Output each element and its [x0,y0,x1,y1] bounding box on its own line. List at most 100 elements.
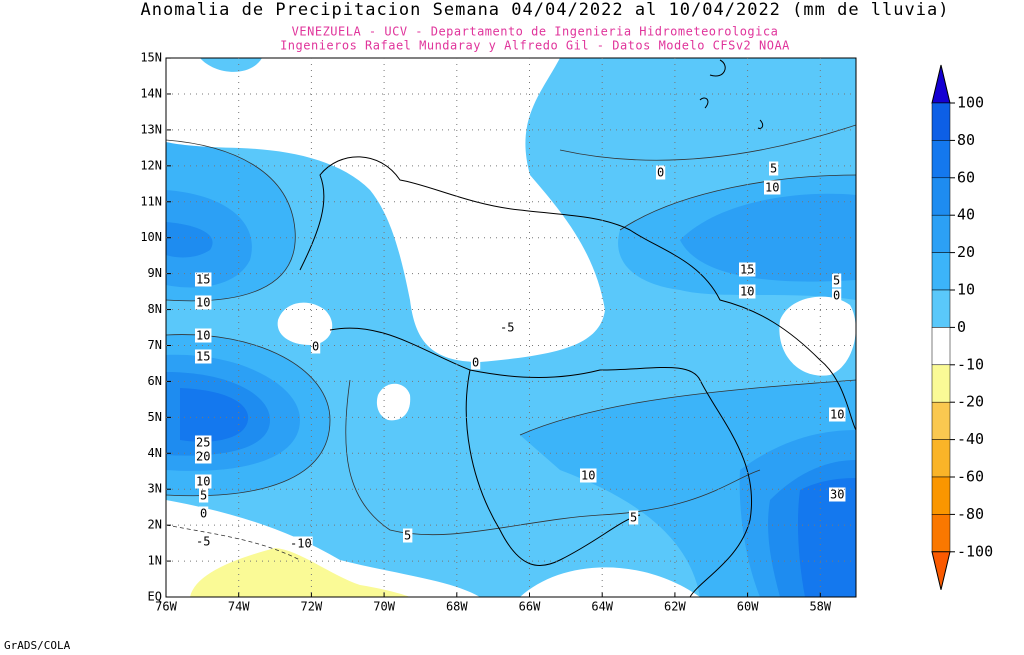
colorbar-label: -100 [957,542,993,560]
label-box [195,534,212,549]
colorbar-arrow [931,551,951,590]
contour-label: 15 [196,350,210,364]
contour-label: 5 [404,529,411,543]
contour-label: 10 [196,296,210,310]
colorbar-label: 40 [957,206,975,224]
lat-label: 10N [140,230,162,244]
lat-label: 5N [148,410,162,424]
lon-label: 66W [519,600,541,614]
label-box [832,273,842,288]
subtitle: VENEZUELA - UCV - Departamento de Ingeni… [292,25,779,39]
map-frame [165,57,857,598]
colorbar-bin [931,102,951,141]
contour-label: 20 [196,450,210,464]
colorbar-label: 10 [957,281,975,299]
footer: GrADS/COLA [4,639,71,652]
contour-label: 10 [196,475,210,489]
lat-label: 1N [148,554,162,568]
colorbar-label: -10 [957,355,984,373]
subtitle: Ingenieros Rafael Mundaray y Alfredo Gil… [280,39,790,53]
label-box [629,510,639,525]
contour-label: 10 [765,181,779,195]
lat-label: EQ [148,590,162,604]
colorbar-label: -60 [957,468,984,486]
lon-label: 60W [737,600,759,614]
title: Anomalia de Precipitacion Semana 04/04/2… [141,0,950,20]
contour-label: 0 [657,166,664,180]
contour-label: 0 [312,340,319,354]
colorbar-label: 0 [957,318,966,336]
contour-label: 5 [770,162,777,176]
contour-label: -5 [196,535,210,549]
colorbar-bin [931,401,951,440]
colorbar-label: 60 [957,168,975,186]
colorbar-bin [931,514,951,553]
lat-label: 15N [140,51,162,65]
contour-label: 5 [200,489,207,503]
contour-label: 15 [196,273,210,287]
lat-label: 3N [148,482,162,496]
label-box [764,180,781,195]
lon-label: 58W [809,600,831,614]
contour-label: 5 [833,274,840,288]
colorbar-label: 100 [957,94,984,112]
lat-label: 8N [148,302,162,316]
contour-label: 0 [472,356,479,370]
label-box [195,328,212,343]
contour-label: 0 [200,507,207,521]
label-box [195,474,212,489]
contour-label: 10 [740,285,754,299]
colorbar-bin [931,252,951,291]
lon-label: 76W [155,600,177,614]
colorbar-label: -40 [957,430,984,448]
lat-label: 9N [148,266,162,280]
contour-label: 15 [740,263,754,277]
label-box [199,488,209,503]
contour-label: -10 [290,537,312,551]
colorbar-bin [931,327,951,366]
colorbar-arrow [931,64,951,104]
lon-label: 68W [446,600,468,614]
label-box [195,449,212,464]
label-box [832,288,842,303]
colorbar-label: 80 [957,131,975,149]
label-box [829,407,846,422]
label-box [195,295,212,310]
colorbar-bin [931,364,951,403]
label-box [311,339,321,354]
colorbar-bin [931,289,951,328]
lat-label: 12N [140,158,162,172]
colorbar-bin [931,140,951,179]
colorbar-label: -20 [957,393,984,411]
lon-label: 70W [373,600,395,614]
lon-label: 62W [664,600,686,614]
label-box [195,435,212,450]
contour-labels: 0 5 10 15 10 10 15 25 20 10 5 0 -5 -10 0… [195,161,846,551]
label-box [471,355,481,370]
label-box [195,349,212,364]
label-box [739,262,756,277]
colorbar-label: -80 [957,505,984,523]
lat-label: 13N [140,122,162,136]
colorbar-bin [931,439,951,478]
contour-label: 0 [833,289,840,303]
label-box [199,506,209,521]
contour-label: -5 [500,321,514,335]
lat-label: 7N [148,338,162,352]
lon-label: 64W [591,600,613,614]
contour-label: 30 [830,488,844,502]
label-box [769,161,779,176]
contour-label: 25 [196,436,210,450]
label-box [656,165,666,180]
label-box [195,272,212,287]
colorbar-bin [931,476,951,515]
colorbar-label: 20 [957,243,975,261]
lat-label: 11N [140,194,162,208]
lat-label: 4N [148,446,162,460]
label-box [403,528,413,543]
label-box [499,320,516,335]
lat-label: 6N [148,374,162,388]
lon-label: 74W [228,600,250,614]
contour-label: 10 [581,469,595,483]
